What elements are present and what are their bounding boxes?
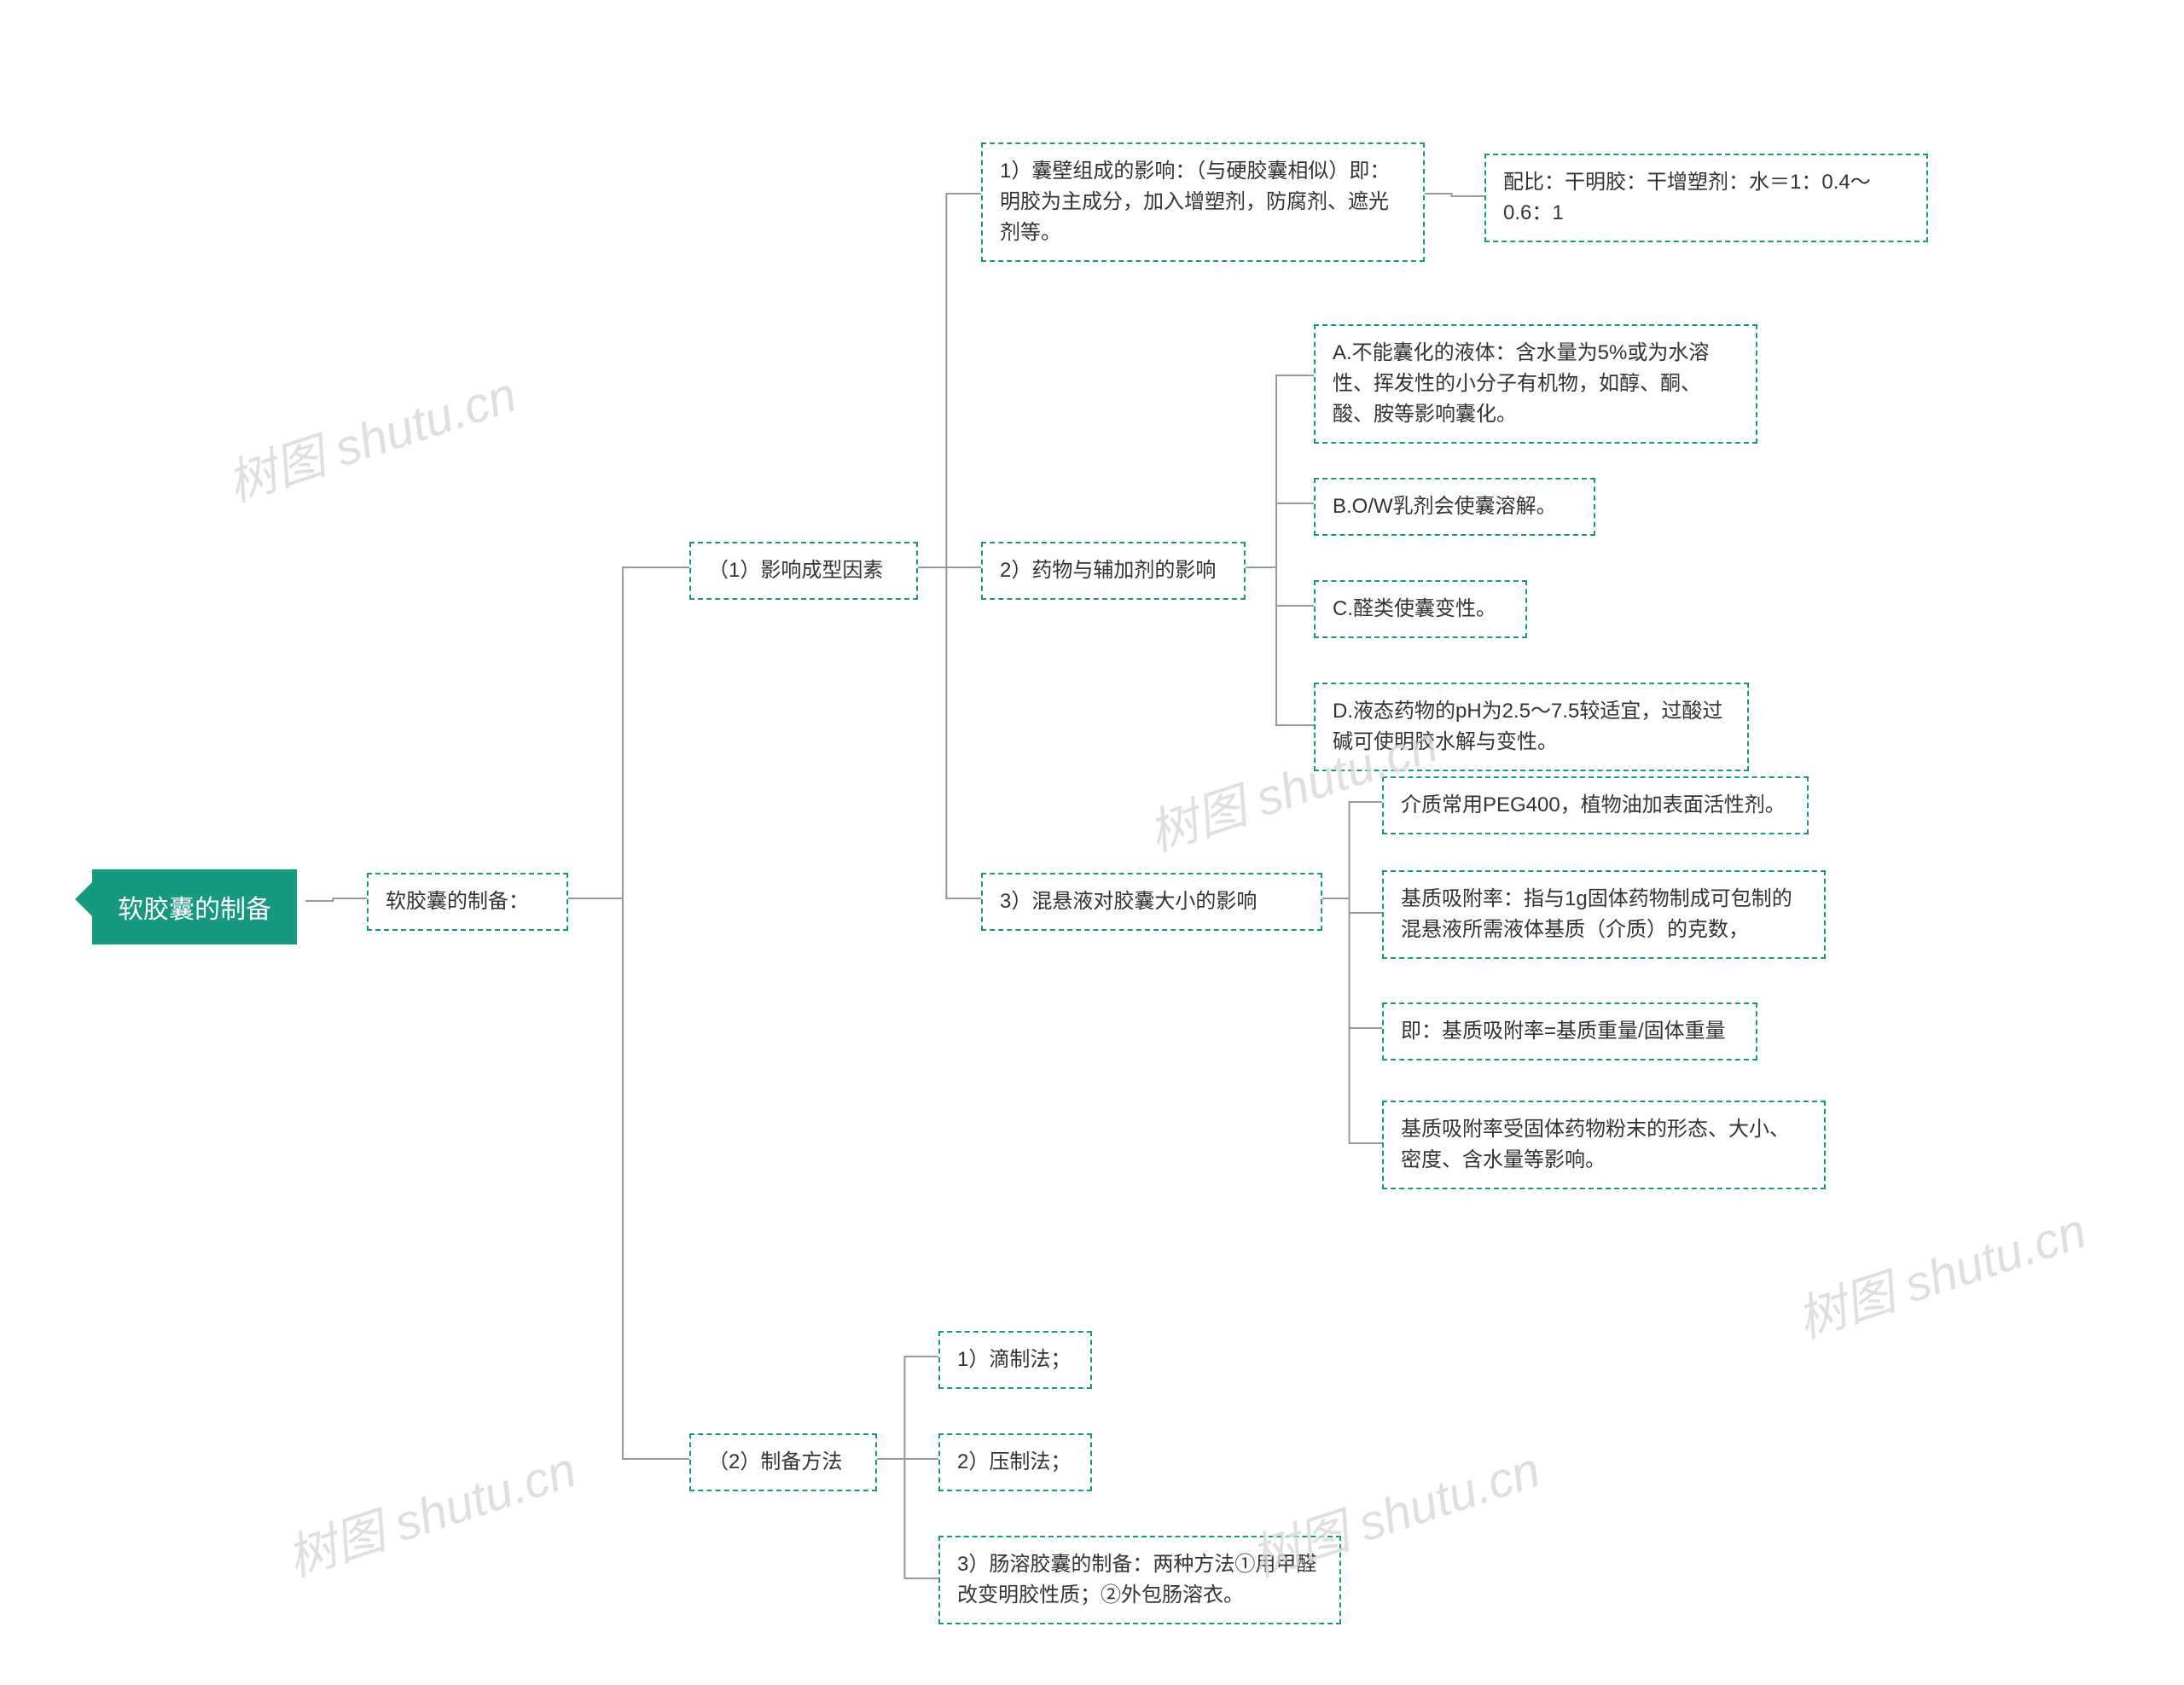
root-corner: [75, 882, 92, 916]
watermark: 树图 shutu.cn: [276, 1430, 584, 1590]
node-n14: 即：基质吸附率=基质重量/固体重量: [1382, 1002, 1757, 1060]
node-n11: D.液态药物的pH为2.5～7.5较适宜，过酸过碱可使明胶水解与变性。: [1314, 683, 1749, 771]
node-n4: 1）囊壁组成的影响：（与硬胶囊相似）即：明胶为主成分，加入增塑剂，防腐剂、遮光剂…: [981, 142, 1425, 262]
node-n2: （1）影响成型因素: [689, 542, 918, 600]
node-n12: 介质常用PEG400，植物油加表面活性剂。: [1382, 776, 1809, 834]
node-n18: 3）肠溶胶囊的制备：两种方法①用甲醛改变明胶性质；②外包肠溶衣。: [938, 1536, 1341, 1624]
watermark: 树图 shutu.cn: [217, 355, 524, 515]
node-n10: C.醛类使囊变性。: [1314, 580, 1527, 638]
node-n5: 2）药物与辅加剂的影响: [981, 542, 1246, 600]
node-n1: 软胶囊的制备：: [367, 873, 568, 931]
node-n6: 3）混悬液对胶囊大小的影响: [981, 873, 1322, 931]
mindmap-canvas: 软胶囊的制备 软胶囊的制备： （1）影响成型因素 （2）制备方法 1）囊壁组成的…: [0, 0, 2184, 1685]
watermark: 树图 shutu.cn: [1786, 1191, 2094, 1351]
node-n13: 基质吸附率：指与1g固体药物制成可包制的混悬液所需液体基质（介质）的克数，: [1382, 870, 1826, 959]
node-n16: 1）滴制法；: [938, 1331, 1092, 1389]
node-n7: 配比：干明胶：干增塑剂：水＝1：0.4～0.6：1: [1484, 154, 1928, 242]
root-node: 软胶囊的制备: [92, 869, 297, 944]
node-n17: 2）压制法；: [938, 1433, 1092, 1491]
node-n15: 基质吸附率受固体药物粉末的形态、大小、密度、含水量等影响。: [1382, 1101, 1826, 1189]
node-n3: （2）制备方法: [689, 1433, 877, 1491]
node-n9: B.O/W乳剂会使囊溶解。: [1314, 478, 1595, 536]
node-n8: A.不能囊化的液体：含水量为5%或为水溶性、挥发性的小分子有机物，如醇、酮、酸、…: [1314, 324, 1757, 444]
